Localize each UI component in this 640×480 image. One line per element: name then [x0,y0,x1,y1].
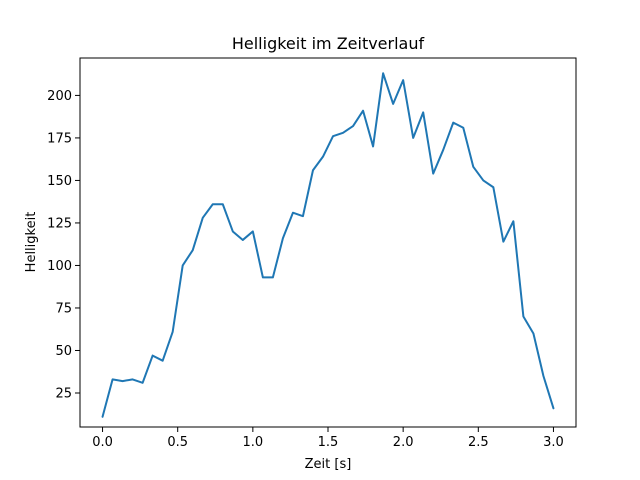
y-tick-label: 25 [55,386,72,401]
y-tick-label: 150 [47,174,72,189]
x-tick-label: 1.5 [318,435,339,450]
y-tick-label: 200 [47,89,72,104]
x-tick-label: 0.5 [167,435,188,450]
y-tick-label: 50 [55,344,72,359]
y-axis-label: Helligkeit [24,212,39,273]
x-tick-label: 3.0 [543,435,564,450]
x-axis: 0.0 0.5 1.0 1.5 2.0 2.5 3.0 [92,427,564,450]
x-axis-label: Zeit [s] [305,457,352,472]
x-tick-label: 2.0 [393,435,414,450]
y-tick-label: 175 [47,131,72,146]
x-tick-label: 1.0 [243,435,264,450]
plot-series-group [101,72,555,418]
plot-frame [79,57,577,428]
y-tick-label: 100 [47,259,72,274]
x-tick-label: 2.5 [468,435,489,450]
series-line-0 [101,72,555,418]
y-tick-label: 125 [47,216,72,231]
chart-title: Helligkeit im Zeitverlauf [232,34,425,53]
x-tick-label: 0.0 [92,435,113,450]
y-tick-label: 75 [55,301,72,316]
y-axis: 25 50 75 100 125 150 175 200 [47,89,80,401]
